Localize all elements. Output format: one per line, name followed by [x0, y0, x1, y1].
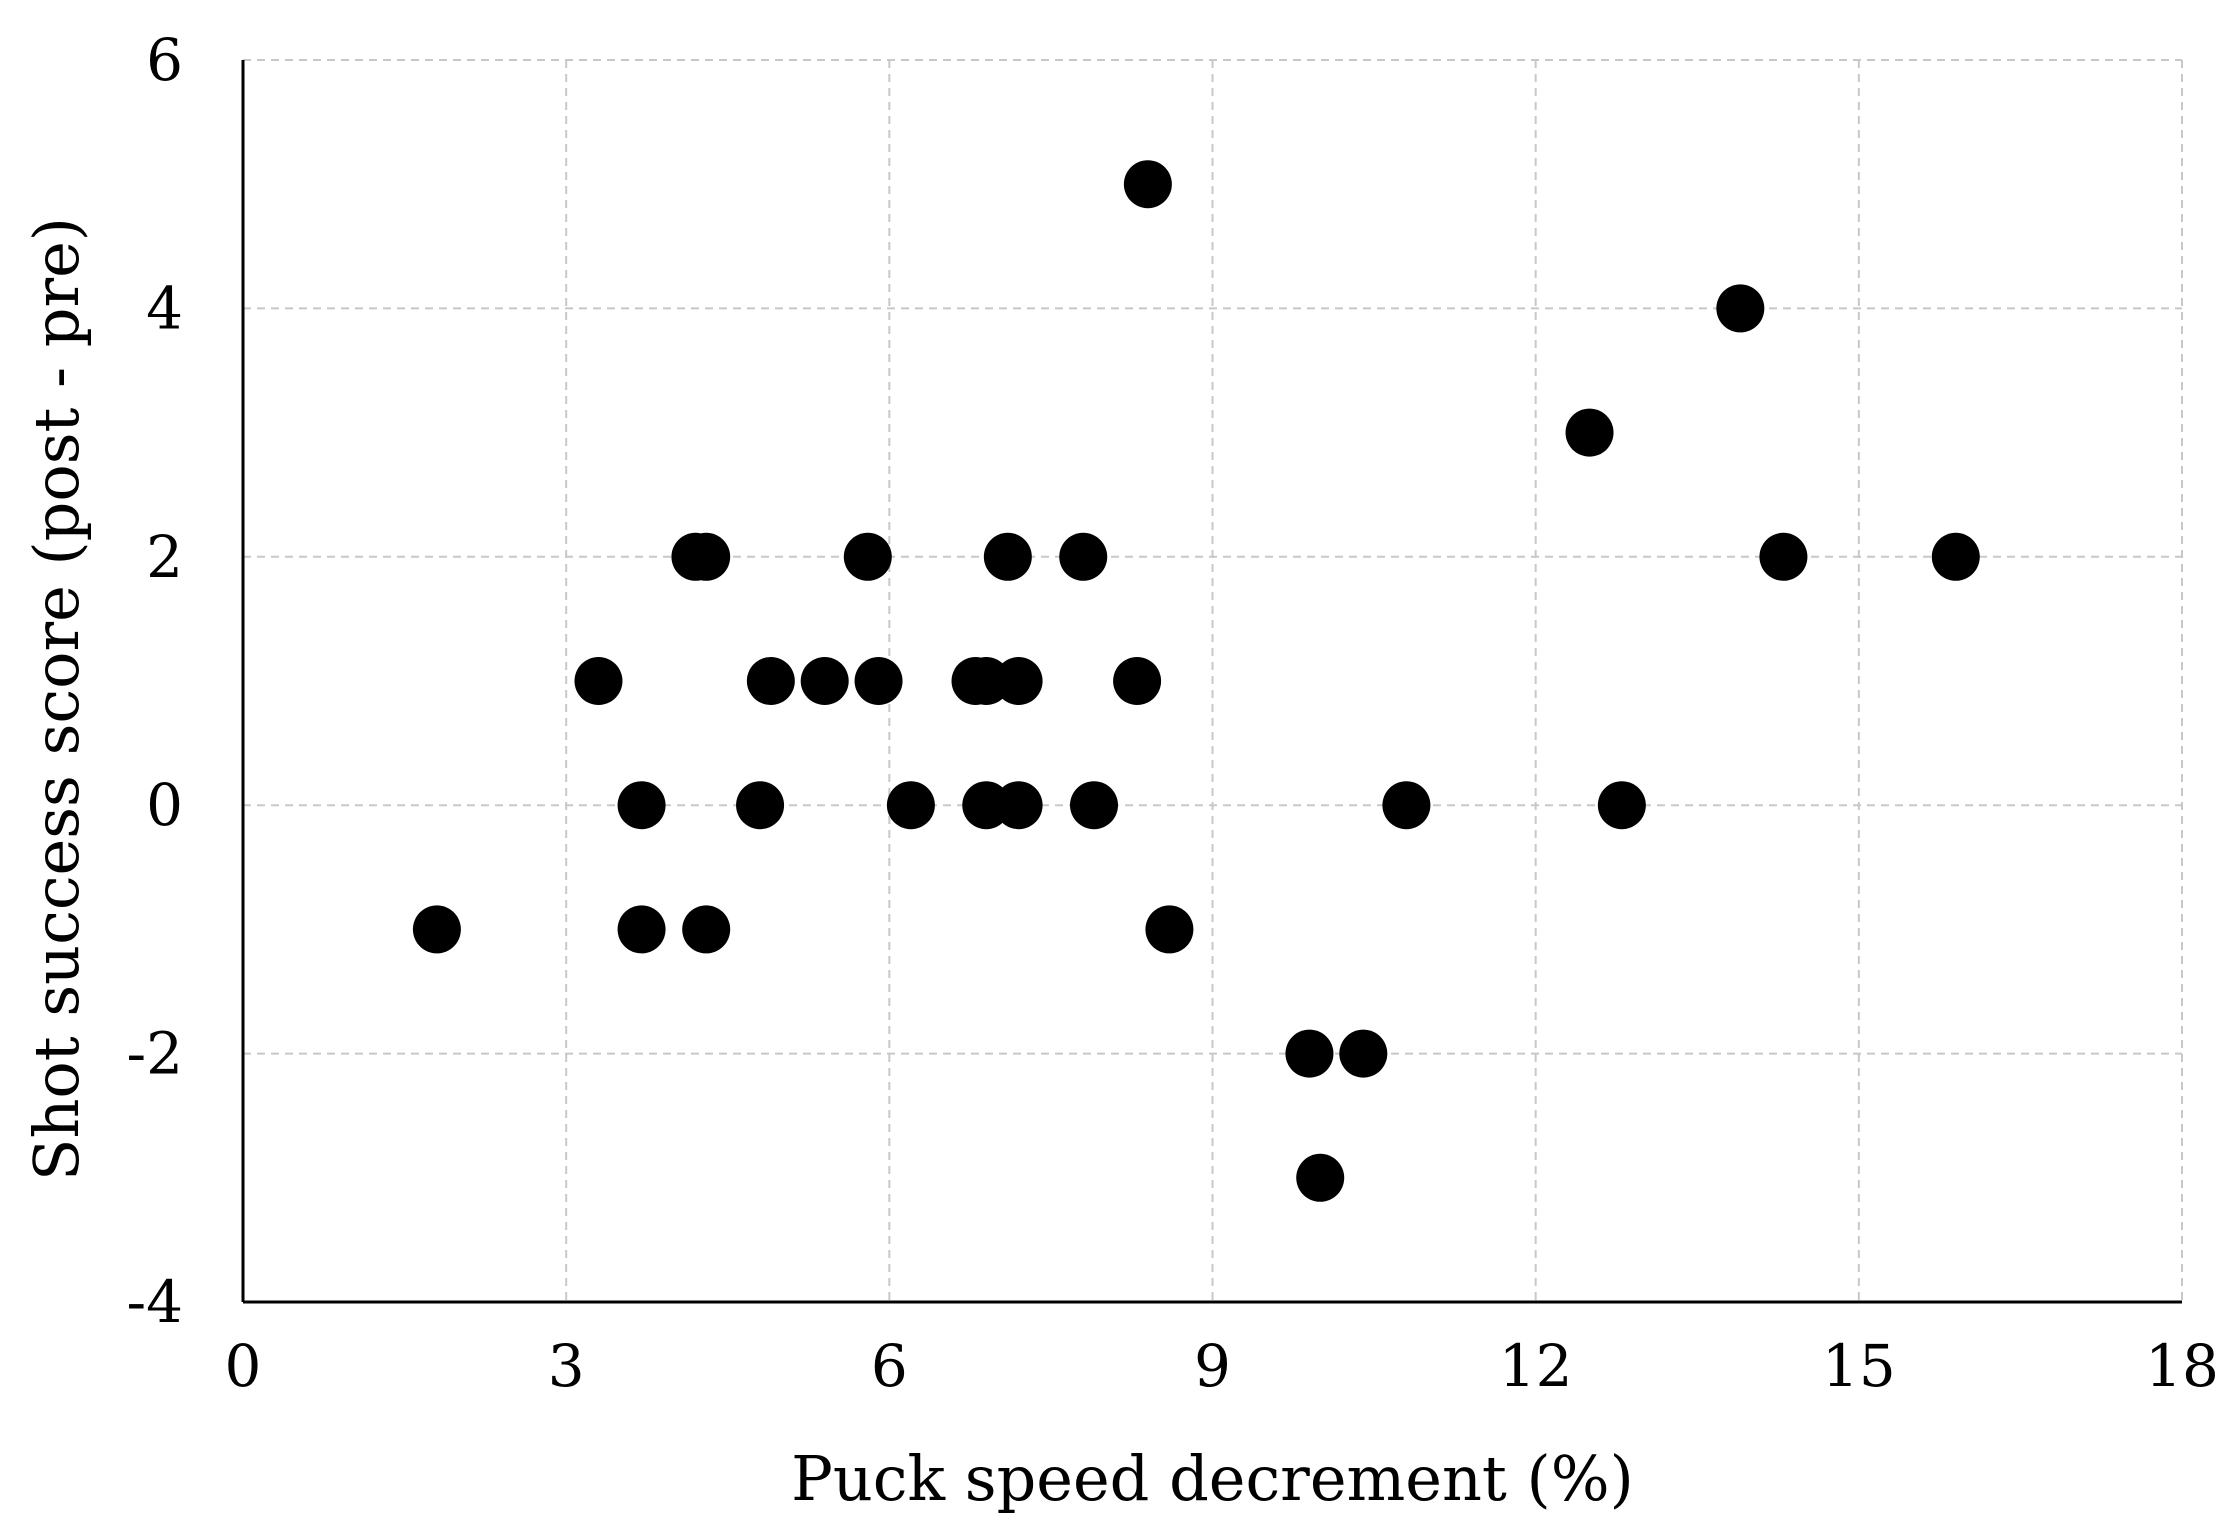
- data-point: [1597, 781, 1646, 830]
- x-tick-label: 12: [1499, 1332, 1573, 1400]
- axes: [241, 60, 2182, 1304]
- data-point: [886, 781, 935, 830]
- data-point: [617, 905, 666, 954]
- data-point: [1382, 781, 1431, 830]
- x-tick-label: 6: [871, 1332, 908, 1400]
- data-point: [843, 532, 892, 581]
- data-point: [1070, 781, 1119, 830]
- data-point: [1565, 408, 1614, 457]
- data-point: [1113, 657, 1162, 705]
- data-point: [1931, 532, 1980, 581]
- data-point: [617, 781, 666, 830]
- y-tick-label: -2: [127, 1020, 184, 1088]
- data-point: [800, 657, 849, 705]
- data-point: [682, 905, 731, 954]
- data-point: [1339, 1029, 1388, 1078]
- x-axis-title: Puck speed decrement (%): [791, 1442, 1634, 1515]
- y-tick-label: 4: [146, 274, 183, 342]
- data-point: [1716, 284, 1765, 333]
- x-tick-label: 9: [1194, 1332, 1231, 1400]
- data-point: [1145, 905, 1194, 954]
- data-point: [983, 532, 1032, 581]
- x-tick-label: 0: [225, 1332, 262, 1400]
- y-tick-label: -4: [127, 1268, 184, 1336]
- data-point: [1059, 532, 1108, 581]
- x-tick-label: 15: [1822, 1332, 1896, 1400]
- x-tick-label: 3: [548, 1332, 585, 1400]
- grid: [243, 59, 2183, 1302]
- x-tick-label: 18: [2145, 1332, 2219, 1400]
- y-tick-label: 6: [146, 26, 183, 94]
- data-point: [854, 657, 903, 705]
- data-point: [1296, 1153, 1345, 1202]
- y-axis-title: Shot success score (post - pre): [20, 217, 93, 1181]
- data-point: [1759, 532, 1808, 581]
- data-point: [682, 532, 731, 581]
- data-point: [1285, 1029, 1334, 1078]
- tick-labels: 0 3 6 9 12 15 18 -4 -2 0 2 4 6: [127, 26, 2219, 1400]
- data-point: [412, 905, 461, 954]
- data-point: [746, 657, 795, 705]
- y-tick-label: 2: [146, 523, 183, 591]
- data-point: [736, 781, 785, 830]
- data-points: [412, 160, 1980, 1202]
- data-point: [1123, 160, 1172, 209]
- data-point: [574, 657, 623, 705]
- y-tick-label: 0: [146, 771, 183, 839]
- data-point: [994, 657, 1043, 705]
- data-point: [994, 781, 1043, 830]
